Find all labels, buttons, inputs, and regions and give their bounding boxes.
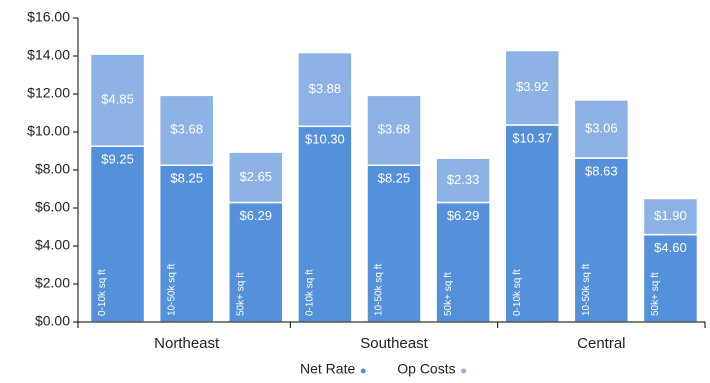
value-label: $4.85 [101, 92, 134, 107]
y-tick-label: $6.00 [35, 199, 70, 215]
y-tick-label: $8.00 [35, 161, 70, 177]
group-label: Central [577, 335, 625, 352]
category-label: 10-50k sq ft [581, 264, 592, 316]
category-label: 10-50k sq ft [374, 264, 385, 316]
y-tick-label: $16.00 [27, 9, 70, 25]
value-label: $8.63 [585, 163, 618, 178]
legend-label: Net Rate [300, 361, 355, 377]
group-label: Northeast [154, 335, 220, 352]
value-label: $3.68 [170, 122, 203, 137]
y-tick-label: $0.00 [35, 313, 70, 329]
category-label: 0-10k sq ft [305, 269, 316, 316]
bar-segment [504, 124, 560, 323]
category-label: 0-10k sq ft [512, 269, 523, 316]
y-tick-label: $10.00 [27, 123, 70, 139]
bar-segment [89, 53, 146, 147]
value-label: $3.68 [378, 122, 411, 137]
value-label: $3.88 [309, 81, 342, 96]
group-label: Southeast [360, 335, 428, 352]
category-label: 50k+ sq ft [443, 272, 454, 316]
bar-segment [228, 201, 284, 323]
bar-segment [158, 94, 215, 166]
value-label: $3.06 [585, 120, 618, 135]
value-label: $3.92 [516, 79, 549, 94]
value-label: $2.33 [447, 172, 480, 187]
category-label: 0-10k sq ft [97, 269, 108, 316]
legend-swatch [360, 368, 366, 374]
value-label: $6.29 [447, 208, 480, 223]
bar-segment [228, 151, 284, 204]
value-label: $6.29 [240, 208, 273, 223]
bar-segment [642, 197, 699, 236]
y-tick-label: $14.00 [27, 47, 70, 63]
bar-segment [366, 164, 422, 323]
bar-segment [573, 99, 630, 159]
legend-label: Op Costs [397, 361, 455, 377]
y-tick-label: $4.00 [35, 237, 70, 253]
bar-segment [504, 49, 560, 126]
value-label: $10.37 [512, 130, 552, 145]
bar-segment [297, 51, 353, 128]
category-label: 50k+ sq ft [650, 272, 661, 316]
value-label: $8.25 [170, 171, 203, 186]
value-label: $8.25 [378, 171, 411, 186]
value-label: $2.65 [240, 169, 273, 184]
y-tick-label: $12.00 [27, 85, 70, 101]
value-label: $9.25 [101, 152, 134, 167]
y-tick-label: $2.00 [35, 275, 70, 291]
legend-swatch [461, 368, 467, 374]
bar-segment [435, 157, 491, 204]
category-label: 10-50k sq ft [166, 264, 177, 316]
bar-segment [366, 94, 422, 166]
value-label: $4.60 [654, 240, 687, 255]
value-label: $1.90 [654, 208, 687, 223]
category-label: 50k+ sq ft [235, 272, 246, 316]
value-label: $10.30 [305, 132, 345, 147]
bar-segment [297, 125, 353, 323]
